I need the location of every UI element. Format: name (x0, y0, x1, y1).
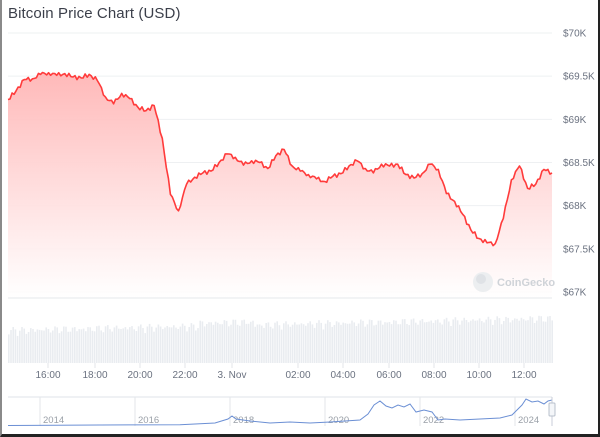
price-area (8, 72, 552, 298)
x-tick-label: 08:00 (421, 370, 446, 381)
x-tick-label: 12:00 (511, 370, 536, 381)
svg-text:2016: 2016 (138, 415, 159, 426)
x-tick-label: 22:00 (172, 370, 197, 381)
x-tick-label: 16:00 (35, 370, 60, 381)
y-tick-label: $69K (563, 115, 587, 126)
x-tick-label: 10:00 (466, 370, 491, 381)
svg-text:2024: 2024 (518, 415, 539, 426)
x-tick-label: 06:00 (376, 370, 401, 381)
price-line[interactable] (7, 71, 553, 247)
x-axis-labels: 16:00 18:00 20:00 22:00 3. Nov 02:00 04:00 06:0… (35, 363, 537, 381)
watermark-text: CoinGecko (497, 277, 555, 289)
chart-title: Bitcoin Price Chart (USD) (8, 5, 181, 22)
x-tick-label: 18:00 (82, 370, 107, 381)
svg-text:2014: 2014 (43, 415, 64, 426)
x-tick-label: 04:00 (330, 370, 355, 381)
navigator-panel[interactable]: 2014 2016 2018 2020 2022 2024 (7, 396, 556, 426)
y-tick-label: $69.5K (563, 72, 595, 83)
volume-bars (8, 315, 553, 363)
y-tick-label: $67K (563, 288, 587, 299)
navigator-handle[interactable] (548, 402, 556, 417)
y-axis-labels: $70K $69.5K $69K $68.5K $68K $67.5K $67K (563, 29, 595, 299)
y-tick-label: $70K (563, 29, 587, 40)
x-tick-label: 02:00 (285, 370, 310, 381)
y-tick-label: $67.5K (563, 244, 595, 255)
y-tick-label: $68K (563, 201, 587, 212)
x-tick-label: 20:00 (127, 370, 152, 381)
navigator-line (7, 398, 553, 426)
svg-text:2022: 2022 (423, 415, 444, 426)
y-tick-label: $68.5K (563, 158, 595, 169)
coingecko-watermark: CoinGecko (473, 272, 555, 292)
x-tick-label: 3. Nov (218, 370, 247, 381)
svg-text:2020: 2020 (328, 415, 349, 426)
